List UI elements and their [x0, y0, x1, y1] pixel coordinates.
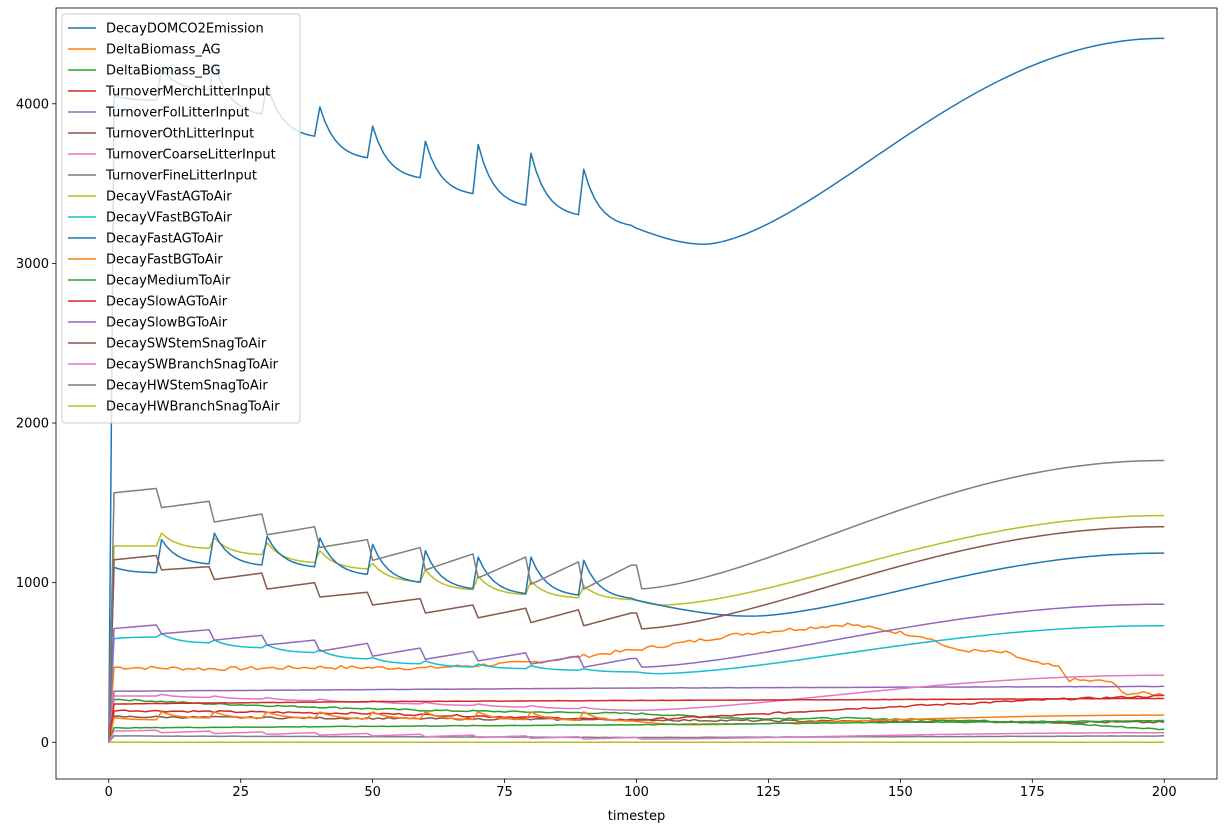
series-line-decayhwstemsnagtoair: [108, 459, 1165, 743]
series-line-decayfastbgtoair: [108, 711, 1165, 743]
series-line-decayswbranchsnagtoair: [108, 729, 1165, 743]
x-tick-label: 125: [756, 785, 781, 800]
series-line-decayslowagtoair: [108, 697, 1165, 743]
legend-label: TurnoverMerchLitterInput: [105, 85, 270, 100]
legend-label: DecayFastAGToAir: [106, 232, 223, 247]
x-axis-label: timestep: [608, 809, 666, 824]
y-tick-label: 1000: [16, 576, 49, 591]
y-tick-label: 2000: [16, 417, 49, 432]
series-line-decayswstemsnagtoair: [108, 526, 1165, 743]
series-line-decayvfastagtoair: [108, 514, 1165, 743]
legend-box: [61, 13, 301, 424]
y-axis: 0 1000 2000 3000 4000: [16, 97, 56, 751]
legend-label: DecaySWBranchSnagToAir: [106, 358, 279, 373]
series-line-turnovermerchlitterinput: [108, 694, 1165, 743]
x-tick-label: 150: [888, 785, 913, 800]
x-tick-label: 50: [364, 785, 381, 800]
series-line-turnoverothlitterinput: [108, 715, 1165, 743]
legend-label: TurnoverOthLitterInput: [105, 127, 254, 142]
legend-label: DeltaBiomass_BG: [106, 64, 221, 79]
legend-label: DecaySlowAGToAir: [106, 295, 228, 310]
series-line-turnoverfollitterinput: [108, 685, 1165, 743]
series-line-decayfastagtoair: [108, 532, 1165, 743]
legend-label: TurnoverFineLitterInput: [105, 169, 257, 184]
legend-label: DecaySlowBGToAir: [106, 316, 228, 331]
plot-area: [55, 7, 1218, 780]
legend-label: DecayHWStemSnagToAir: [106, 379, 268, 394]
legend: DecayDOMCO2Emission DeltaBiomass_AG DeltaB…: [61, 13, 301, 424]
legend-label: DecayFastBGToAir: [106, 253, 223, 268]
legend-label: DecayDOMCO2Emission: [106, 22, 264, 37]
x-tick-label: 175: [1020, 785, 1045, 800]
series-line-decayvfastbgtoair: [108, 625, 1165, 743]
series-line-decaymediumtoair: [108, 719, 1165, 743]
legend-label: DecayVFastAGToAir: [106, 190, 232, 205]
y-tick-label: 3000: [16, 257, 49, 272]
y-tick-label: 0: [41, 736, 49, 751]
x-tick-label: 0: [105, 785, 113, 800]
legend-label: DeltaBiomass_AG: [106, 43, 221, 58]
series-line-decayslowbgtoair: [108, 603, 1165, 743]
x-tick-label: 100: [624, 785, 649, 800]
x-tick-label: 200: [1152, 785, 1177, 800]
y-tick-label: 4000: [16, 97, 49, 112]
legend-label: DecayMediumToAir: [106, 274, 231, 289]
series-line-turnoverfinelitterinput: [108, 735, 1165, 743]
legend-label: TurnoverFolLitterInput: [105, 106, 249, 121]
series-line-turnovercoarselitterinput: [108, 674, 1165, 743]
series-line-deltabiomass-ag: [108, 622, 1165, 743]
legend-label: DecayVFastBGToAir: [106, 211, 232, 226]
legend-label: DecayHWBranchSnagToAir: [106, 400, 280, 415]
legend-label: DecaySWStemSnagToAir: [106, 337, 267, 352]
legend-label: TurnoverCoarseLitterInput: [105, 148, 276, 163]
x-axis: 0 25 50 75 100 125 150 175 200: [105, 779, 1177, 800]
x-tick-label: 25: [232, 785, 249, 800]
x-tick-label: 75: [496, 785, 513, 800]
